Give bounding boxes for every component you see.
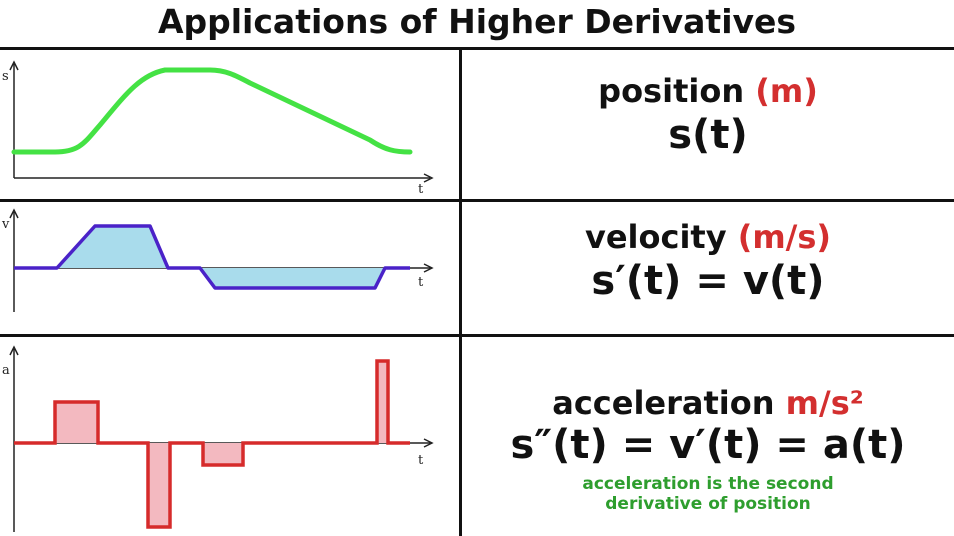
position-graph: s t [2, 60, 434, 197]
velocity-name: velocity [584, 218, 727, 256]
acceleration-pulse-3 [203, 443, 243, 465]
velocity-positive-area [57, 226, 168, 268]
position-equation: s(t) [668, 112, 748, 158]
velocity-y-arrow [9, 208, 19, 219]
column-divider [459, 48, 462, 536]
acceleration-pulse-1 [55, 402, 98, 443]
position-curve [11, 67, 413, 155]
acceleration-curve [14, 359, 410, 529]
velocity-negative-area [200, 268, 385, 288]
position-y-label: s [2, 69, 9, 84]
position-y-arrow [9, 60, 19, 71]
acceleration-equation: s″(t) = v′(t) = a(t) [510, 422, 906, 468]
velocity-x-arrow [423, 263, 434, 273]
acceleration-unit: m/s² [785, 384, 864, 422]
acceleration-quantity: acceleration m/s² [462, 384, 954, 422]
velocity-label-block: velocity (m/s) s′(t) = v(t) [462, 218, 954, 304]
acceleration-graph: a t [2, 345, 434, 532]
acceleration-name: acceleration [552, 384, 775, 422]
page-title: Applications of Higher Derivatives [157, 2, 797, 41]
velocity-curve [14, 224, 410, 290]
position-label-block: position (m) s(t) [462, 72, 954, 158]
acceleration-y-arrow [9, 345, 19, 356]
acceleration-label-block: acceleration m/s² s″(t) = v′(t) = a(t) a… [462, 384, 954, 514]
position-unit: (m) [755, 72, 818, 110]
velocity-equation: s′(t) = v(t) [591, 258, 825, 304]
acceleration-note: acceleration is the second derivative of… [462, 474, 954, 514]
acceleration-note-line-1: acceleration is the second [582, 474, 834, 494]
position-x-label: t [418, 182, 424, 197]
acceleration-x-arrow [423, 438, 434, 448]
row-divider-1 [0, 199, 954, 202]
velocity-x-label: t [418, 275, 424, 290]
acceleration-pulse-4 [377, 361, 388, 443]
position-quantity: position (m) [462, 72, 954, 110]
row-divider-2 [0, 334, 954, 337]
acceleration-y-label: a [2, 363, 10, 378]
velocity-unit: (m/s) [737, 218, 832, 256]
velocity-graph: v t [1, 208, 434, 312]
velocity-quantity: velocity (m/s) [462, 218, 954, 256]
acceleration-note-line-2: derivative of position [605, 494, 811, 514]
acceleration-x-label: t [418, 453, 424, 468]
row-divider-top [0, 47, 954, 50]
velocity-y-label: v [1, 217, 10, 232]
position-x-arrow [423, 173, 434, 183]
acceleration-pulse-2 [148, 443, 170, 527]
position-name: position [598, 72, 745, 110]
